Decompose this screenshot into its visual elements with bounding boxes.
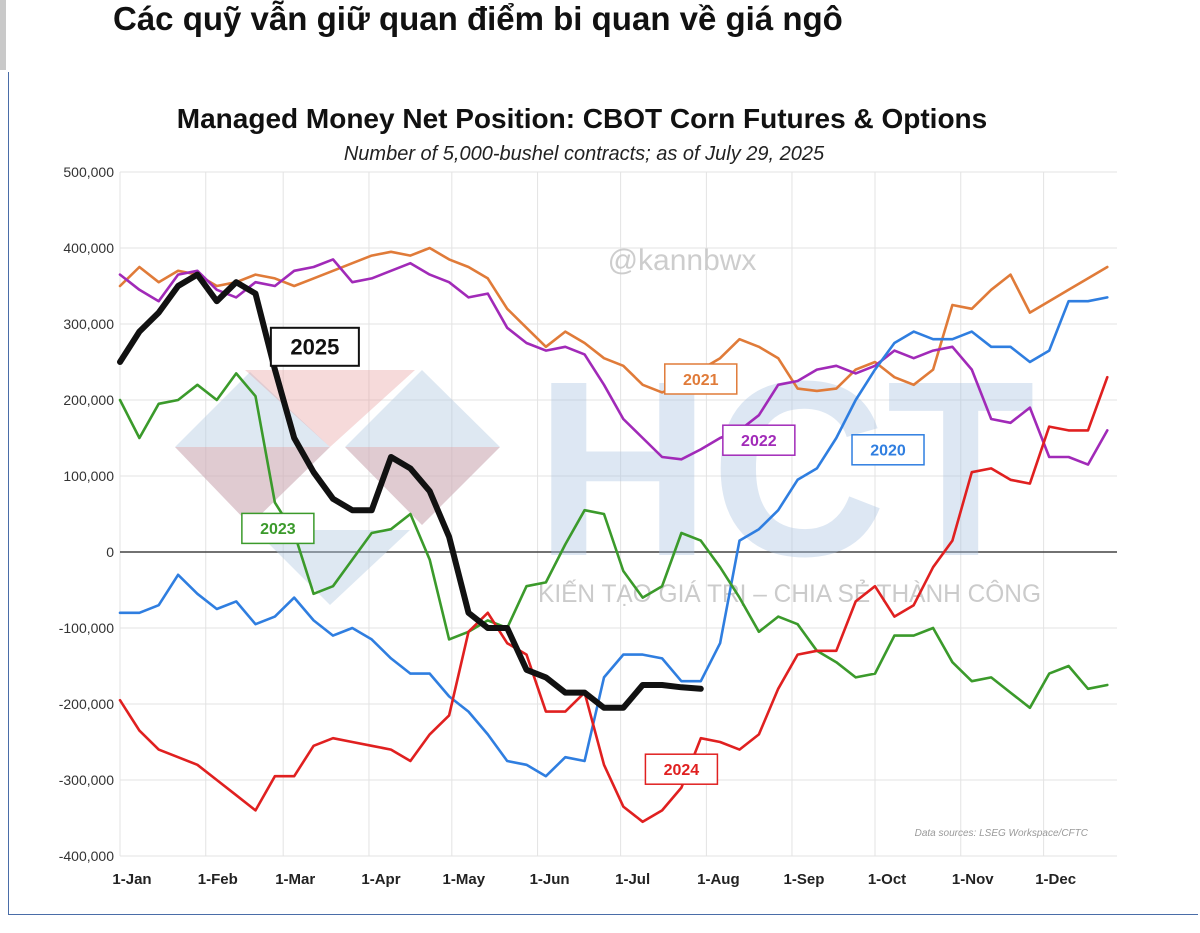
y-tick-label: -400,000 [59,848,114,864]
series-label-2022: 2022 [741,433,777,450]
x-tick-label: 1-Nov [952,871,994,888]
y-tick-label: 200,000 [63,392,114,408]
x-tick-label: 1-Jan [112,871,151,888]
series-label-box-2023 [241,512,315,545]
chart-title: Managed Money Net Position: CBOT Corn Fu… [177,103,987,134]
x-tick-label: 1-Mar [275,871,315,888]
logo-diamond-right [345,370,500,525]
logo-triangle-bottom [255,530,410,605]
x-tick-label: 1-Oct [868,871,906,888]
page-headline: Các quỹ vẫn giữ quan điểm bi quan về giá… [113,0,843,37]
series-label-box-2025 [269,326,360,367]
chart-subtitle: Number of 5,000-bushel contracts; as of … [344,143,825,165]
series-label-box-2021 [664,363,738,395]
y-tick-label: 0 [106,544,114,560]
series-label-2025: 2025 [290,335,339,360]
x-tick-label: 1-Jun [530,871,570,888]
page-left-edge [0,0,6,70]
series-line-2021 [118,246,1109,394]
x-tick-label: 1-Sep [784,871,825,888]
series-label-box-2022 [722,424,796,456]
logo-diamond-left [175,372,330,525]
handle-watermark: @kannbwx [608,244,757,277]
y-tick-label: 100,000 [63,468,114,484]
logo-wordmark: HCT [535,329,1035,608]
logo-tagline: KIẾN TẠO GIÁ TRỊ – CHIA SẺ THÀNH CÔNG [538,578,1041,608]
x-tick-label: 1-May [443,871,486,888]
series-label-2021: 2021 [683,372,719,389]
x-tick-label: 1-Dec [1035,871,1076,888]
series-label-2023: 2023 [260,521,296,538]
series-label-2020: 2020 [870,443,906,460]
x-tick-label: 1-Apr [361,871,400,888]
x-tick-label: 1-Feb [198,871,238,888]
series-label-2024: 2024 [664,762,700,779]
series-label-box-2020 [851,434,925,466]
y-tick-label: 300,000 [63,316,114,332]
y-tick-label: 500,000 [63,164,114,180]
series-line-2022 [118,258,1109,466]
y-tick-label: -300,000 [59,772,114,788]
series-label-box-2024 [644,753,719,785]
series-line-2024 [118,375,1109,824]
y-tick-label: -100,000 [59,620,114,636]
x-tick-label: 1-Jul [615,871,650,888]
series-line-2020 [118,296,1109,778]
logo-triangle-left [175,447,330,525]
logo-triangle-top [245,370,415,447]
x-tick-label: 1-Aug [697,871,740,888]
chart-text: Managed Money Net Position: CBOT Corn Fu… [59,103,1089,888]
y-tick-label: -200,000 [59,696,114,712]
series-labels: 2025 2021 2022 2020 2023 2024 [241,326,925,785]
source-note: Data sources: LSEG Workspace/CFTC [915,828,1089,839]
y-tick-label: 400,000 [63,240,114,256]
chart-frame [8,72,1198,915]
